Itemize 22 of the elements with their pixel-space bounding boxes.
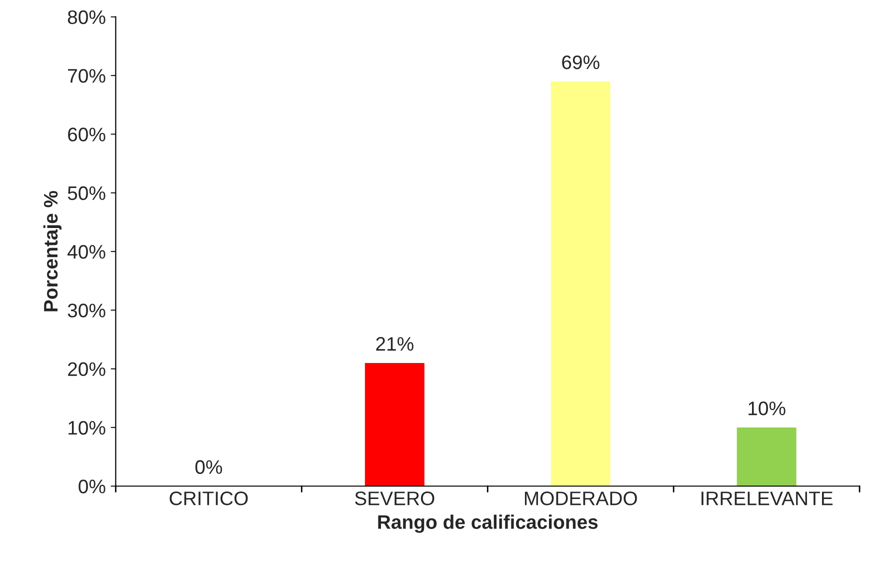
bar xyxy=(736,427,796,486)
x-tick-label: CRITICO xyxy=(170,492,248,506)
x-axis-title: Rango de calificaciones xyxy=(378,514,598,533)
bar xyxy=(364,362,424,486)
y-tick-label: 60% xyxy=(68,128,106,142)
bar xyxy=(550,81,610,486)
data-label: 69% xyxy=(562,55,600,70)
x-tick-label: SEVERO xyxy=(355,492,434,506)
y-tick-label: 50% xyxy=(68,186,106,200)
y-axis-title: Porcentaje % xyxy=(43,190,62,312)
data-label: 21% xyxy=(376,337,414,351)
y-tick-label: 10% xyxy=(68,420,106,435)
data-label: 0% xyxy=(195,460,222,474)
x-tick-label: IRRELEVANTE xyxy=(702,492,833,506)
data-label: 10% xyxy=(748,402,786,416)
y-tick-label: 70% xyxy=(68,68,106,83)
x-tick-label: MODERADO xyxy=(524,492,637,506)
y-tick-label: 40% xyxy=(68,244,106,259)
y-tick-label: 20% xyxy=(68,362,106,376)
y-tick-label: 80% xyxy=(68,10,106,24)
y-tick-label: 30% xyxy=(68,304,106,318)
y-tick-label: 0% xyxy=(78,480,106,494)
